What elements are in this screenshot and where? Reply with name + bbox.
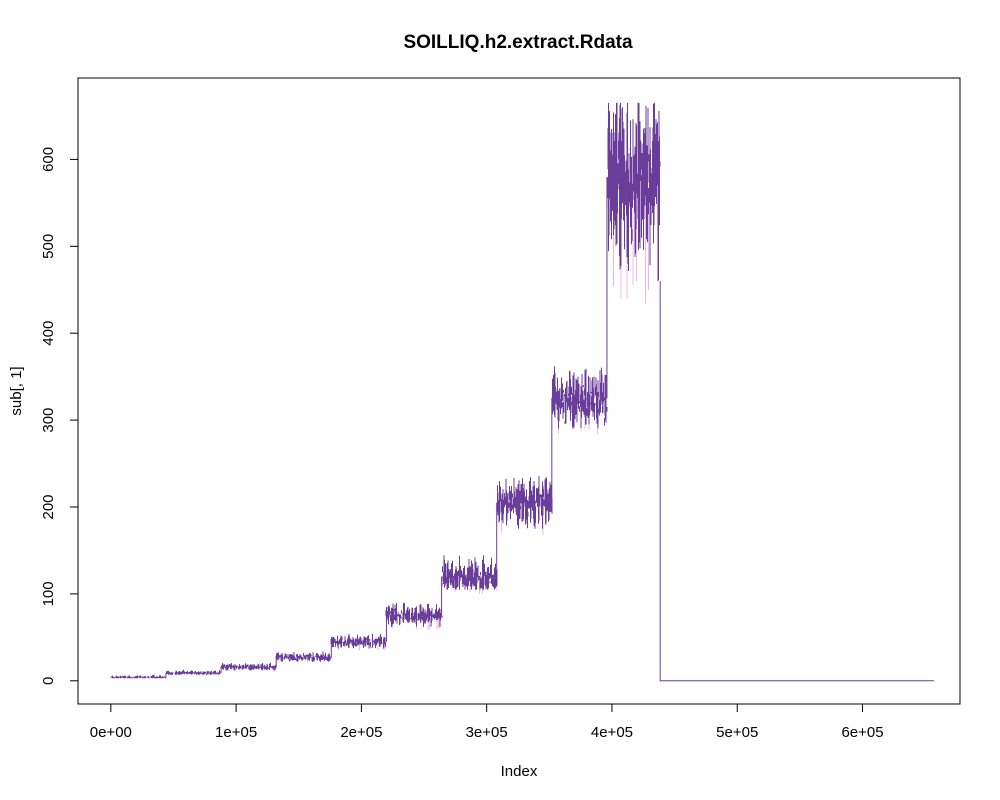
x-tick-label: 6e+05 [841, 724, 883, 741]
y-axis: 0 100 200 300 400 500 600 [40, 147, 79, 685]
data-series [110, 102, 934, 682]
plot-frame [77, 77, 961, 705]
y-tick-label: 400 [40, 321, 57, 346]
x-tick-label: 4e+05 [591, 724, 633, 741]
y-tick-label: 300 [40, 408, 57, 433]
x-tick-label: 2e+05 [340, 724, 382, 741]
y-tick-label: 500 [40, 234, 57, 259]
x-tick-label: 0e+00 [90, 724, 132, 741]
y-tick-label: 0 [40, 677, 57, 685]
y-tick-label: 200 [40, 494, 57, 519]
y-axis-label: sub[, 1] [8, 366, 25, 415]
x-tick-label: 5e+05 [716, 724, 758, 741]
chart-title: SOILLIQ.h2.extract.Rdata [403, 32, 633, 53]
x-tick-label: 1e+05 [215, 724, 257, 741]
series-tail [659, 281, 934, 682]
series-minima-trace [117, 170, 649, 679]
x-axis-label: Index [501, 763, 538, 780]
y-tick-label: 100 [40, 581, 57, 606]
series-line [110, 102, 661, 679]
x-tick-label: 3e+05 [466, 724, 508, 741]
y-tick-label: 600 [40, 147, 57, 172]
x-axis: 0e+00 1e+05 2e+05 3e+05 4e+05 5e+05 6e+05 [90, 703, 884, 741]
